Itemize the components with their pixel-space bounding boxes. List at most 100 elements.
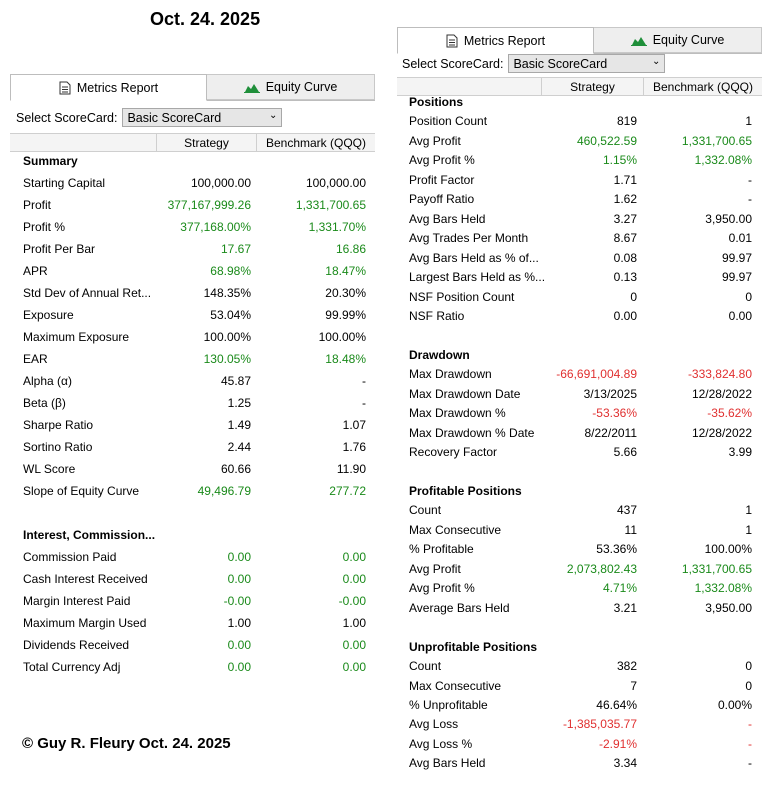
metric-label: Profit <box>23 198 52 212</box>
strategy-value: 0.00 <box>613 308 637 323</box>
benchmark-value: 3,950.00 <box>705 600 752 615</box>
strategy-value: 2.44 <box>227 440 251 454</box>
benchmark-value: 1,331,700.65 <box>681 133 752 148</box>
benchmark-value: 100.00% <box>318 330 366 344</box>
metric-row: EAR 130.05% 18.48% <box>10 352 375 374</box>
metric-row: NSF Position Count 0 0 <box>397 290 762 309</box>
section-header: Drawdown <box>397 348 762 367</box>
metric-row: Max Drawdown % -53.36% -35.62% <box>397 406 762 425</box>
metric-label: Avg Trades Per Month <box>409 231 529 246</box>
metric-row: Max Drawdown Date 3/13/2025 12/28/2022 <box>397 387 762 406</box>
scorecard-dropdown[interactable]: Basic ScoreCard ⌄ <box>508 54 666 73</box>
metric-row: Max Consecutive 7 0 <box>397 679 762 698</box>
section-header: Interest, Commission... <box>10 528 375 550</box>
benchmark-value: 0 <box>745 289 752 304</box>
benchmark-value: - <box>748 756 752 771</box>
metric-label: Commission Paid <box>23 550 117 564</box>
strategy-value: 382 <box>616 659 637 674</box>
metric-label: Max Consecutive <box>409 522 502 537</box>
metric-row: Profit 377,167,999.26 1,331,700.65 <box>10 198 375 220</box>
scorecard-dropdown[interactable]: Basic ScoreCard ⌄ <box>122 108 283 127</box>
metric-row: Payoff Ratio 1.62 - <box>397 192 762 211</box>
strategy-value: 130.05% <box>203 352 251 366</box>
metric-row: Avg Loss -1,385,035.77 - <box>397 717 762 736</box>
document-icon <box>446 34 458 47</box>
strategy-value: 100,000.00 <box>190 176 251 190</box>
strategy-value: 45.87 <box>220 374 251 388</box>
metric-row: Avg Bars Held 3.34 - <box>397 756 762 775</box>
strategy-value: 8.67 <box>613 231 637 246</box>
metric-row: Max Consecutive 11 1 <box>397 523 762 542</box>
strategy-value: 2,073,802.43 <box>566 561 637 576</box>
metric-label: APR <box>23 264 48 278</box>
benchmark-value: 0 <box>745 659 752 674</box>
scorecard-label: Select ScoreCard: <box>16 110 118 125</box>
strategy-value: 1.49 <box>227 418 251 432</box>
metric-label: Total Currency Adj <box>23 660 121 674</box>
benchmark-value: - <box>362 374 366 388</box>
metric-row: Max Drawdown -66,691,004.89 -333,824.80 <box>397 367 762 386</box>
tab-metrics-report[interactable]: Metrics Report <box>10 74 207 101</box>
metric-row: Sortino Ratio 2.44 1.76 <box>10 440 375 462</box>
benchmark-value: 0.00 <box>342 550 366 564</box>
strategy-value: 1.25 <box>227 396 251 410</box>
column-header-row: Strategy Benchmark (QQQ) <box>10 133 375 152</box>
metric-row: Beta (β) 1.25 - <box>10 396 375 418</box>
metric-label: Avg Loss % <box>409 736 473 751</box>
benchmark-value: 277.72 <box>329 484 366 498</box>
scorecard-value: Basic ScoreCard <box>513 56 608 71</box>
metric-label: Max Consecutive <box>409 678 502 693</box>
tab-equity-label: Equity Curve <box>265 80 338 94</box>
scorecard-selector-row: Select ScoreCard: Basic ScoreCard ⌄ <box>402 54 666 73</box>
metric-row: Max Drawdown % Date 8/22/2011 12/28/2022 <box>397 426 762 445</box>
metric-label: NSF Ratio <box>409 308 465 323</box>
metric-row: Avg Trades Per Month 8.67 0.01 <box>397 231 762 250</box>
strategy-value: 0 <box>630 289 637 304</box>
strategy-value: 46.64% <box>596 697 637 712</box>
strategy-value: 377,168.00% <box>180 220 251 234</box>
benchmark-value: 1 <box>745 522 752 537</box>
metric-label: Margin Interest Paid <box>23 594 131 608</box>
benchmark-value: 11.90 <box>336 462 366 476</box>
strategy-value: 68.98% <box>210 264 251 278</box>
metric-label: Maximum Exposure <box>23 330 130 344</box>
metric-row: Avg Bars Held 3.27 3,950.00 <box>397 212 762 231</box>
tab-equity-curve[interactable]: Equity Curve <box>593 27 762 53</box>
chart-area-icon <box>630 37 647 46</box>
strategy-value: 0.00 <box>227 572 251 586</box>
metric-label: Position Count <box>409 114 488 129</box>
spacer-row <box>397 328 762 347</box>
benchmark-value: 1 <box>745 114 752 129</box>
metric-row: % Profitable 53.36% 100.00% <box>397 542 762 561</box>
strategy-column-header[interactable]: Strategy <box>156 134 256 151</box>
benchmark-value: 99.99% <box>325 308 366 322</box>
scorecard-selector-row: Select ScoreCard: Basic ScoreCard ⌄ <box>16 108 283 127</box>
document-icon <box>59 81 71 94</box>
metric-row: Recovery Factor 5.66 3.99 <box>397 445 762 464</box>
benchmark-value: 1,331,700.65 <box>681 561 752 576</box>
benchmark-value: - <box>748 717 752 732</box>
strategy-value: 8/22/2011 <box>584 425 638 440</box>
metric-row: WL Score 60.66 11.90 <box>10 462 375 484</box>
benchmark-value: 1.00 <box>342 616 366 630</box>
metric-row: NSF Ratio 0.00 0.00 <box>397 309 762 328</box>
metric-row: % Unprofitable 46.64% 0.00% <box>397 698 762 717</box>
strategy-column-header[interactable]: Strategy <box>541 78 643 95</box>
metric-label: Std Dev of Annual Ret... <box>23 286 152 300</box>
strategy-value: 49,496.79 <box>197 484 251 498</box>
benchmark-value: 18.48% <box>325 352 366 366</box>
left-metrics-panel: Metrics Report Equity Curve Select Score… <box>10 74 375 688</box>
strategy-value: 819 <box>616 114 637 129</box>
metric-label: Max Drawdown % <box>409 406 506 421</box>
benchmark-column-header[interactable]: Benchmark (QQQ) <box>256 134 375 151</box>
benchmark-column-header[interactable]: Benchmark (QQQ) <box>643 78 762 95</box>
metric-row: Std Dev of Annual Ret... 148.35% 20.30% <box>10 286 375 308</box>
metric-label: Profit Per Bar <box>23 242 96 256</box>
column-header-row: Strategy Benchmark (QQQ) <box>397 77 762 96</box>
strategy-value: 0.08 <box>613 250 637 265</box>
strategy-value: -0.00 <box>223 594 251 608</box>
strategy-value: 4.71% <box>602 581 637 596</box>
strategy-value: 3.21 <box>613 600 637 615</box>
tab-metrics-report[interactable]: Metrics Report <box>397 27 594 54</box>
tab-equity-curve[interactable]: Equity Curve <box>206 74 375 100</box>
